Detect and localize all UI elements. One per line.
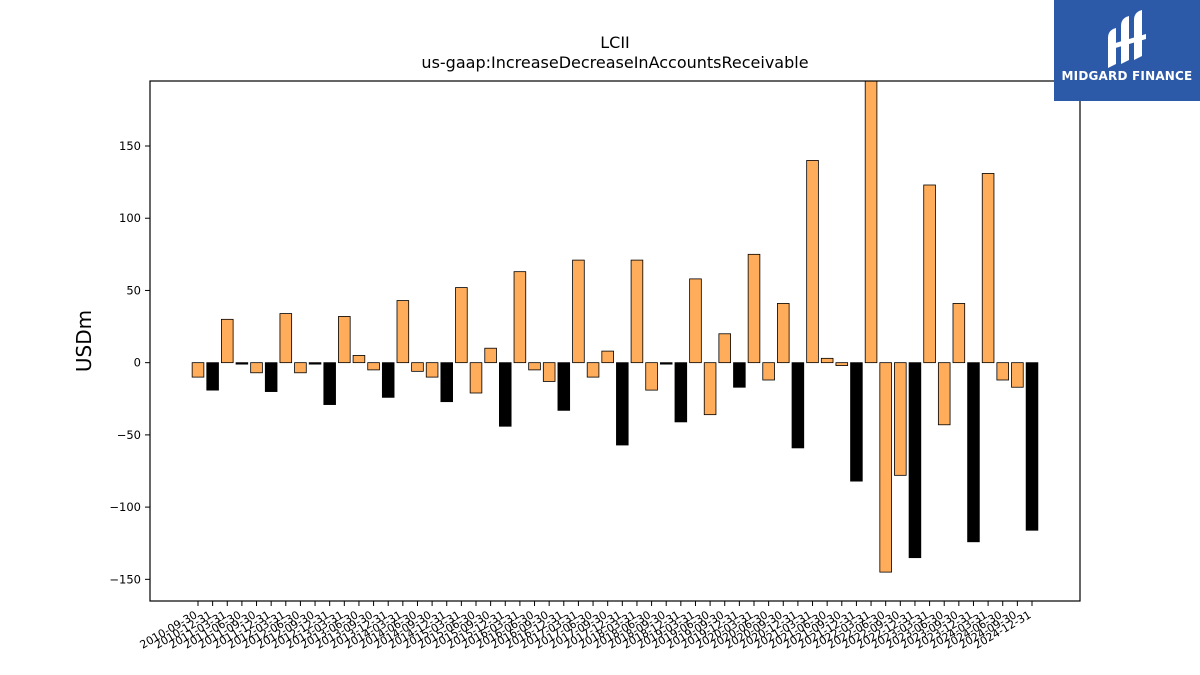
bar <box>703 362 717 416</box>
bar <box>967 362 980 543</box>
chart-subtitle: us-gaap:IncreaseDecreaseInAccountsReceiv… <box>421 53 808 72</box>
bar <box>250 362 263 374</box>
bar <box>791 362 805 449</box>
bar <box>777 303 790 364</box>
y-tick-label: −150 <box>109 572 141 586</box>
bar <box>645 362 658 391</box>
y-tick-label: −50 <box>117 428 141 442</box>
bar <box>469 362 483 394</box>
bar <box>557 362 571 411</box>
bar <box>908 362 922 559</box>
bar <box>835 362 849 366</box>
y-axis-label: USDm <box>72 310 96 372</box>
bar <box>542 362 556 382</box>
bar <box>733 362 746 388</box>
bar <box>323 362 336 405</box>
bar <box>221 318 234 364</box>
bar <box>952 303 966 364</box>
bar <box>747 253 761 364</box>
bar <box>352 355 366 364</box>
bar <box>601 350 614 364</box>
y-tick-label: 0 <box>134 356 141 370</box>
bar <box>762 362 775 381</box>
bar <box>937 362 951 426</box>
bar <box>981 173 995 364</box>
bar <box>191 362 205 378</box>
bar <box>572 259 585 364</box>
bar <box>674 362 688 423</box>
bar <box>1025 362 1039 531</box>
bar <box>381 362 395 398</box>
bar <box>689 278 702 364</box>
logo-mark-icon <box>1108 10 1146 68</box>
bar <box>279 313 293 364</box>
bar <box>894 362 907 476</box>
midgard-finance-logo: MIDGARD FINANCE <box>1054 0 1200 101</box>
bar <box>294 362 307 374</box>
plot-area: −150−100−500501001502010-09-302010-12-31… <box>109 80 1081 652</box>
y-tick-label: 50 <box>126 283 141 297</box>
bar <box>396 300 410 364</box>
y-tick-label: 100 <box>119 211 141 225</box>
bar <box>455 287 468 364</box>
chart-title: LCII <box>600 33 630 52</box>
bar <box>718 333 731 364</box>
bar <box>484 347 497 364</box>
bar <box>1011 362 1024 388</box>
bar <box>820 357 834 364</box>
bar <box>367 362 380 371</box>
bar <box>264 362 278 392</box>
bar <box>864 80 878 364</box>
logo-text: MIDGARD FINANCE <box>1061 69 1193 83</box>
bar <box>425 362 439 378</box>
bar <box>630 259 644 364</box>
bar <box>996 362 1009 381</box>
y-tick-label: 150 <box>119 139 141 153</box>
bar <box>440 362 453 403</box>
bar <box>206 362 219 391</box>
bar <box>659 362 673 365</box>
bar <box>923 184 936 364</box>
bar <box>411 362 424 372</box>
bar <box>879 362 892 573</box>
bar <box>235 362 249 365</box>
bar <box>528 362 541 371</box>
bar <box>806 160 819 364</box>
bar <box>513 271 527 364</box>
bar <box>308 362 322 365</box>
bar <box>499 362 512 427</box>
bar <box>850 362 863 482</box>
plot-frame <box>149 80 1081 602</box>
bar <box>338 316 351 364</box>
bar <box>586 362 600 378</box>
bar <box>616 362 629 446</box>
y-tick-label: −100 <box>109 500 141 514</box>
